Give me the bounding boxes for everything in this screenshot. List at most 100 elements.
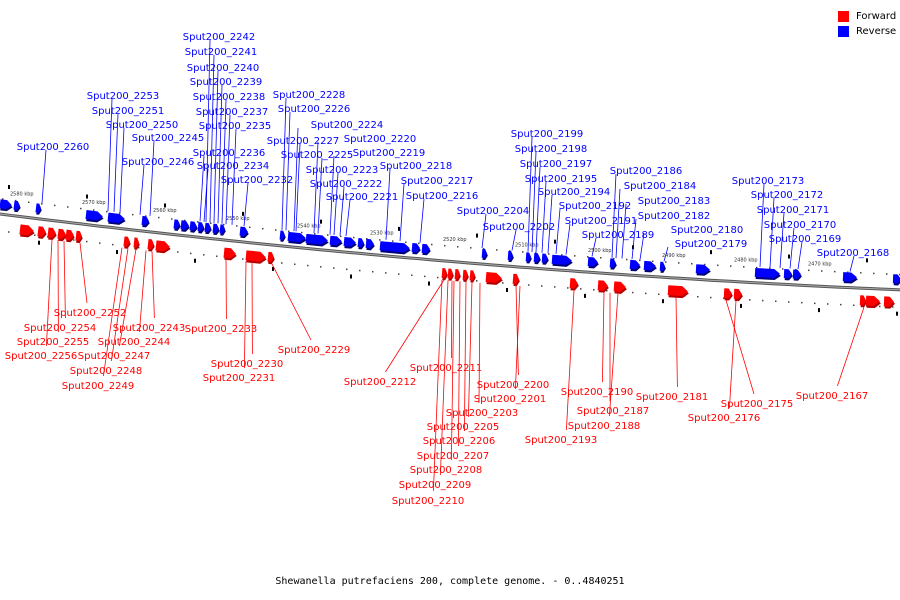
- reverse-gene-arrow: [35, 203, 42, 215]
- forward-gene-arrow: [75, 230, 83, 244]
- scale-dot-upper: [106, 210, 108, 213]
- scale-dot-lower: [502, 282, 504, 284]
- forward-gene-arrow: [57, 228, 67, 242]
- major-tick-lower: [506, 287, 508, 292]
- scale-dot-lower: [567, 287, 569, 289]
- reverse-gene-arrow: [659, 261, 666, 273]
- major-tick-upper: [554, 239, 556, 244]
- scale-dot-upper: [54, 204, 56, 207]
- reverse-gene-arrow: [783, 269, 793, 281]
- reverse-gene-arrow: [587, 257, 599, 269]
- gene-body: [609, 258, 616, 268]
- forward-leader-line: [385, 279, 445, 373]
- forward-gene-label: Sput200_2252: [54, 308, 127, 319]
- forward-leader-line: [79, 242, 88, 304]
- scale-dot-upper: [743, 266, 745, 268]
- forward-gene-label: Sput200_2201: [474, 394, 547, 405]
- forward-leader-line: [103, 247, 123, 377]
- gene-body: [667, 285, 688, 297]
- forward-gene-arrow: [469, 270, 476, 283]
- forward-leader-line: [63, 240, 66, 319]
- gene-body: [754, 267, 780, 278]
- gene-body: [57, 228, 66, 240]
- major-tick-upper: [242, 211, 244, 216]
- legend: Forward Reverse: [838, 9, 896, 39]
- reverse-leader-line: [293, 127, 299, 232]
- scale-dot-lower: [138, 246, 140, 249]
- reverse-leader-line: [591, 237, 597, 257]
- scale-dot-upper: [613, 257, 615, 260]
- reverse-leader-line: [535, 166, 541, 253]
- forward-gene-label: Sput200_2247: [78, 351, 151, 362]
- reverse-leader-line: [385, 168, 391, 240]
- forward-leader-line: [119, 249, 137, 347]
- scale-dot-upper: [496, 249, 498, 251]
- major-tick-upper: [710, 250, 712, 255]
- scale-dot-lower: [359, 269, 361, 272]
- scale-dot-upper: [717, 264, 719, 267]
- scale-ruler: 2580 kbp 2570 kbp 2560 kbp 2550 kbp 2540 kbp…: [2, 185, 900, 316]
- forward-leader-line: [458, 281, 461, 447]
- scale-dot-upper: [730, 265, 732, 267]
- reverse-gene-label: Sput200_2250: [106, 120, 179, 131]
- scale-dot-upper: [600, 256, 602, 259]
- reverse-gene-arrow: [541, 253, 549, 265]
- scale-dot-upper: [145, 215, 147, 217]
- forward-gene-arrow: [512, 273, 520, 287]
- reverse-gene-arrow: [754, 267, 781, 281]
- reverse-gene-label: Sput200_2220: [344, 134, 417, 145]
- scale-label: 2540 kbp: [297, 223, 321, 229]
- scale-dot-lower: [112, 243, 114, 246]
- scale-dot-upper: [210, 222, 212, 224]
- scale-dot-upper: [626, 258, 628, 261]
- reverse-gene-arrow: [525, 252, 532, 264]
- reverse-leader-line: [555, 208, 561, 254]
- gene-body: [155, 240, 170, 252]
- legend-item-reverse: Reverse: [838, 24, 896, 39]
- gene-body: [123, 236, 130, 247]
- reverse-gene-label: Sput200_2223: [306, 165, 379, 176]
- scale-dot-lower: [86, 240, 88, 243]
- scale-dot-lower: [840, 303, 842, 306]
- reverse-gene-arrow: [13, 200, 21, 213]
- scale-dot-upper: [457, 245, 459, 248]
- legend-item-forward: Forward: [838, 9, 896, 24]
- scale-dot-upper: [587, 256, 589, 258]
- gene-body: [189, 221, 197, 231]
- reverse-gene-label: Sput200_2172: [751, 190, 824, 201]
- reverse-gene-label: Sput200_2219: [353, 148, 426, 159]
- gene-body: [180, 220, 189, 230]
- forward-leader-line: [837, 307, 865, 387]
- forward-gene-label: Sput200_2211: [410, 363, 483, 374]
- scale-dot-upper: [522, 251, 524, 253]
- scale-dot-upper: [470, 247, 472, 249]
- gene-body: [462, 269, 468, 280]
- major-tick-lower: [740, 303, 742, 308]
- reverse-gene-arrow: [643, 260, 657, 273]
- scale-dot-lower: [437, 276, 439, 279]
- scale-dot-upper: [574, 255, 576, 257]
- reverse-gene-arrow: [792, 269, 802, 281]
- gene-body: [13, 200, 20, 211]
- reverse-leader-line: [203, 168, 209, 222]
- major-tick-lower: [116, 250, 118, 255]
- forward-gene-label: Sput200_2205: [427, 422, 500, 433]
- scale-dot-upper: [756, 266, 758, 269]
- gene-body: [469, 270, 475, 281]
- forward-gene-label: Sput200_2167: [796, 391, 869, 402]
- gene-body: [173, 219, 180, 229]
- gene-body: [892, 274, 900, 284]
- reverse-gene-arrow: [0, 199, 13, 212]
- reverse-gene-label: Sput200_2216: [406, 191, 479, 202]
- gene-body: [47, 227, 56, 238]
- scale-label: 2580 kbp: [10, 191, 34, 197]
- scale-dot-upper: [327, 234, 329, 236]
- reverse-gene-label: Sput200_2195: [525, 174, 598, 185]
- scale-dot-lower: [645, 292, 647, 295]
- forward-leader-line: [515, 286, 521, 390]
- reverse-gene-arrow: [343, 237, 357, 249]
- reverse-leader-line: [329, 155, 335, 235]
- reverse-leader-line: [531, 151, 537, 253]
- forward-leader-line: [464, 281, 467, 432]
- reverse-gene-arrow: [173, 219, 181, 231]
